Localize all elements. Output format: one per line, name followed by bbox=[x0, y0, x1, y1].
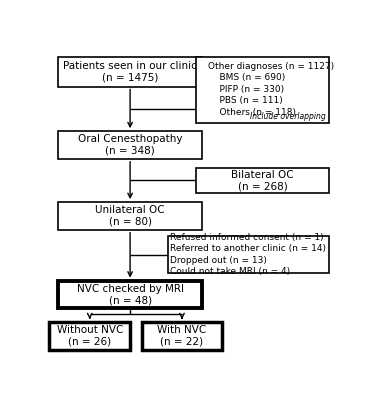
Text: Include overlapping: Include overlapping bbox=[250, 112, 326, 121]
FancyBboxPatch shape bbox=[142, 322, 222, 350]
Text: With NVC
(n = 22): With NVC (n = 22) bbox=[157, 325, 206, 347]
Text: Without NVC
(n = 26): Without NVC (n = 26) bbox=[57, 325, 123, 347]
Text: Patients seen in our clinic
(n = 1475): Patients seen in our clinic (n = 1475) bbox=[63, 61, 197, 83]
Text: Bilateral OC
(n = 268): Bilateral OC (n = 268) bbox=[231, 170, 294, 191]
FancyBboxPatch shape bbox=[58, 57, 202, 86]
Text: NVC checked by MRI
(n = 48): NVC checked by MRI (n = 48) bbox=[77, 284, 184, 305]
FancyBboxPatch shape bbox=[168, 236, 329, 273]
Text: Other diagnoses (n = 1127)
    BMS (n = 690)
    PIFP (n = 330)
    PBS (n = 111: Other diagnoses (n = 1127) BMS (n = 690)… bbox=[208, 62, 334, 117]
FancyBboxPatch shape bbox=[196, 57, 329, 124]
FancyBboxPatch shape bbox=[49, 322, 130, 350]
Text: Oral Cenesthopathy
(n = 348): Oral Cenesthopathy (n = 348) bbox=[78, 134, 182, 156]
FancyBboxPatch shape bbox=[58, 131, 202, 159]
FancyBboxPatch shape bbox=[58, 280, 202, 308]
FancyBboxPatch shape bbox=[196, 168, 329, 193]
FancyBboxPatch shape bbox=[58, 202, 202, 230]
Text: Unilateral OC
(n = 80): Unilateral OC (n = 80) bbox=[95, 205, 165, 227]
Text: Refused informed consent (n = 1)
Referred to another clinic (n = 14)
Dropped out: Refused informed consent (n = 1) Referre… bbox=[170, 233, 327, 276]
